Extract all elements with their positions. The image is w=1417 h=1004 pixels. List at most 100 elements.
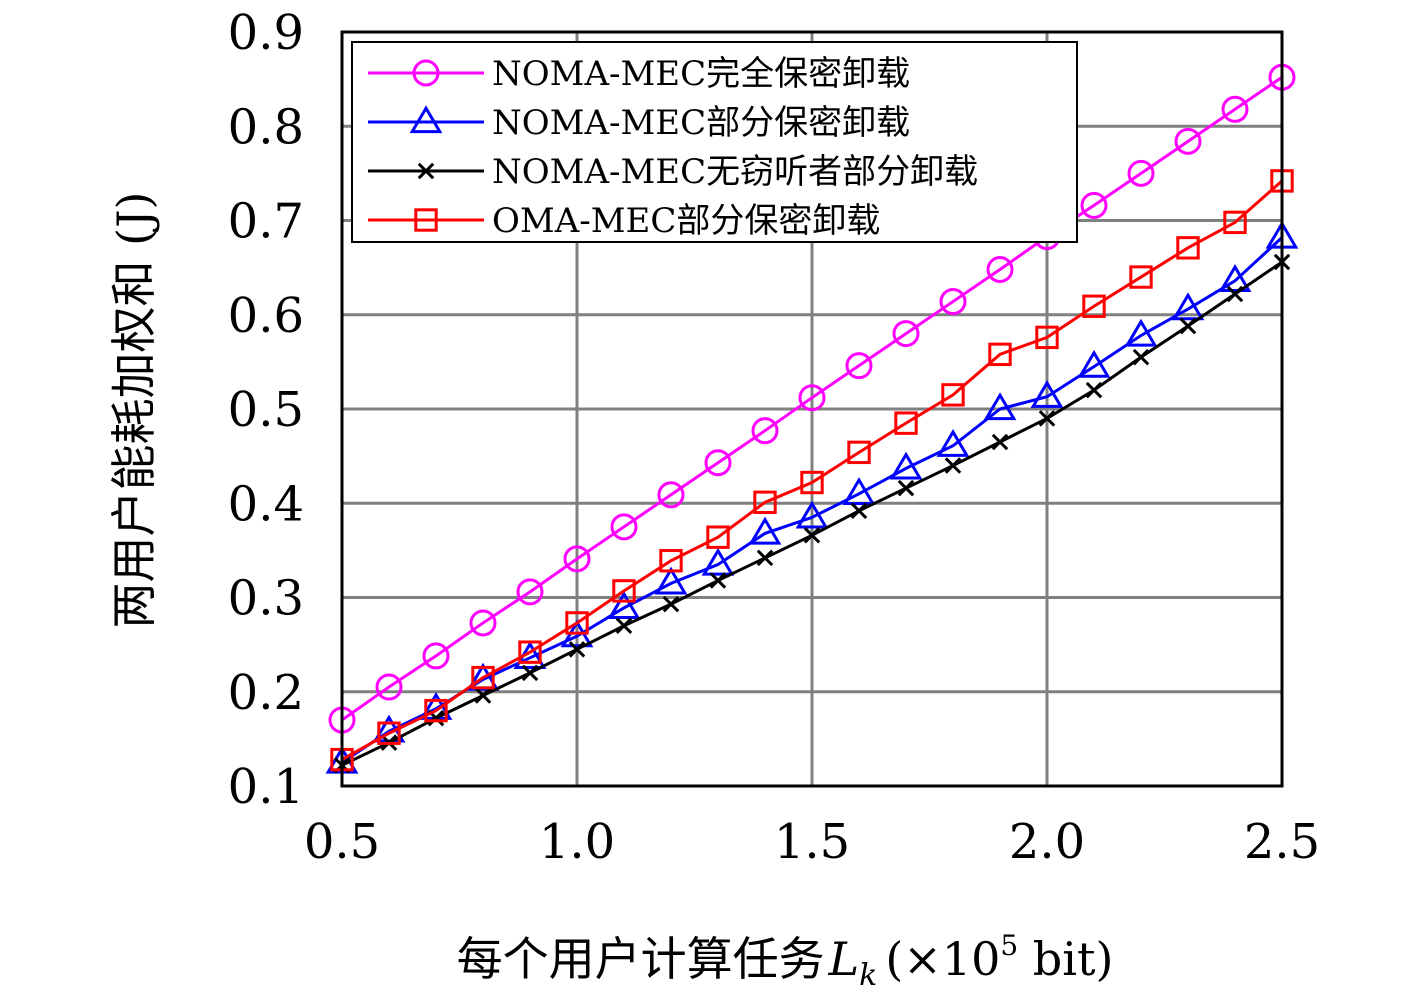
legend-entry: NOMA-MEC部分保密卸载 xyxy=(368,103,910,143)
square-marker xyxy=(941,383,965,407)
legend-label: NOMA-MEC完全保密卸载 xyxy=(492,54,910,94)
circle-marker xyxy=(422,642,450,670)
square-marker xyxy=(1129,265,1153,289)
x-axis-label: 每个用户计算任务Lk (×105 bit) xyxy=(457,929,1114,993)
legend-box xyxy=(351,41,1078,243)
y-tick-label: 0.4 xyxy=(228,476,304,532)
circle-marker xyxy=(986,256,1014,284)
x-marker xyxy=(474,687,492,704)
legend: NOMA-MEC完全保密卸载 NOMA-MEC部分保密卸载 NOMA-MEC无窃听者… xyxy=(351,41,1078,243)
circle-marker xyxy=(412,59,440,87)
y-tick-label: 0.7 xyxy=(228,194,304,250)
y-tick-label: 0.5 xyxy=(228,382,304,438)
square-marker xyxy=(377,721,401,745)
circle-marker xyxy=(1221,95,1249,123)
y-tick-label: 0.9 xyxy=(228,5,304,61)
y-tick-label: 0.8 xyxy=(228,99,304,155)
x-axis-subscript: k xyxy=(859,958,877,993)
circle-marker xyxy=(798,384,826,412)
triangle-marker xyxy=(842,477,876,505)
series-line xyxy=(341,76,1283,722)
square-marker xyxy=(659,549,683,573)
square-marker xyxy=(847,440,871,465)
circle-marker xyxy=(563,545,591,573)
square-marker xyxy=(424,698,448,723)
x-marker xyxy=(944,457,962,474)
x-marker xyxy=(803,527,821,544)
circle-marker xyxy=(375,673,403,701)
legend-label: NOMA-MEC无窃听者部分卸载 xyxy=(492,152,978,192)
circle-marker xyxy=(892,320,920,348)
square-marker xyxy=(1223,210,1247,235)
legend-entry: NOMA-MEC完全保密卸载 xyxy=(368,54,910,94)
triangle-marker xyxy=(1218,264,1252,292)
x-tick-label: 1.5 xyxy=(774,814,850,870)
square-marker xyxy=(1035,325,1059,350)
circle-marker xyxy=(469,609,497,637)
circle-marker xyxy=(939,288,967,316)
y-tick-label: 0.3 xyxy=(228,571,304,627)
circle-marker xyxy=(1174,127,1202,155)
triangle-marker xyxy=(654,566,688,595)
circle-marker xyxy=(751,417,779,445)
x-tick-label: 2.5 xyxy=(1244,814,1320,870)
triangle-marker xyxy=(1171,292,1205,321)
triangle-marker xyxy=(1124,318,1158,347)
x-tick-label: 1.0 xyxy=(539,814,615,870)
x-marker xyxy=(709,572,727,589)
square-marker xyxy=(706,525,730,549)
x-marker xyxy=(417,162,435,180)
square-marker xyxy=(471,665,495,690)
square-marker xyxy=(800,470,824,495)
circle-marker xyxy=(704,449,732,477)
series-layer xyxy=(325,63,1299,774)
legend-entry: OMA-MEC部分保密卸载 xyxy=(368,201,880,241)
x-marker xyxy=(568,641,586,658)
y-tick-label: 0.6 xyxy=(228,288,304,344)
square-marker xyxy=(1082,294,1106,318)
x-tick-label: 2.0 xyxy=(1009,814,1085,870)
triangle-marker xyxy=(1030,379,1064,408)
x-marker xyxy=(1038,410,1056,427)
series-square xyxy=(330,169,1294,772)
x-marker xyxy=(615,617,633,635)
x-marker xyxy=(1226,285,1244,303)
triangle-marker xyxy=(936,428,970,457)
circle-marker xyxy=(657,481,685,509)
circle-marker xyxy=(1127,159,1155,187)
triangle-marker xyxy=(701,547,735,576)
triangle-marker xyxy=(748,516,782,545)
x-marker xyxy=(756,549,774,567)
legend-label: OMA-MEC部分保密卸载 xyxy=(492,201,880,241)
y-tick-label: 0.2 xyxy=(228,665,304,721)
legend-entry: NOMA-MEC无窃听者部分卸载 xyxy=(368,152,978,192)
triangle-marker xyxy=(983,392,1017,421)
square-marker xyxy=(565,611,589,635)
triangle-marker xyxy=(795,500,829,529)
x-marker xyxy=(1085,381,1103,399)
square-marker xyxy=(894,411,918,435)
y-tick-label: 0.1 xyxy=(228,759,304,815)
circle-marker xyxy=(516,578,544,606)
circle-marker xyxy=(610,513,638,541)
x-marker xyxy=(850,502,868,520)
square-marker xyxy=(988,342,1012,367)
x-marker xyxy=(991,433,1009,451)
circle-marker xyxy=(1080,191,1108,219)
triangle-marker xyxy=(1077,349,1111,378)
circle-marker xyxy=(845,352,873,380)
triangle-marker xyxy=(889,451,923,480)
square-marker xyxy=(518,640,542,664)
series-line xyxy=(341,179,1283,761)
x-marker xyxy=(1179,317,1197,335)
x-axis-unit-exp: 5 xyxy=(1000,929,1018,962)
square-marker xyxy=(1176,236,1200,260)
x-axis-unit-prefix: (×10 xyxy=(885,932,1000,986)
tick-labels: 0.5 1.0 1.5 2.0 2.5 0.1 0.2 0.3 0.4 0.5 0.6 0.7 0.8 0… xyxy=(228,5,1321,870)
series-circle xyxy=(328,63,1296,734)
square-marker xyxy=(753,490,777,515)
x-marker xyxy=(897,479,915,497)
triangle-marker xyxy=(409,105,443,134)
x-axis-symbol: L xyxy=(828,932,860,986)
